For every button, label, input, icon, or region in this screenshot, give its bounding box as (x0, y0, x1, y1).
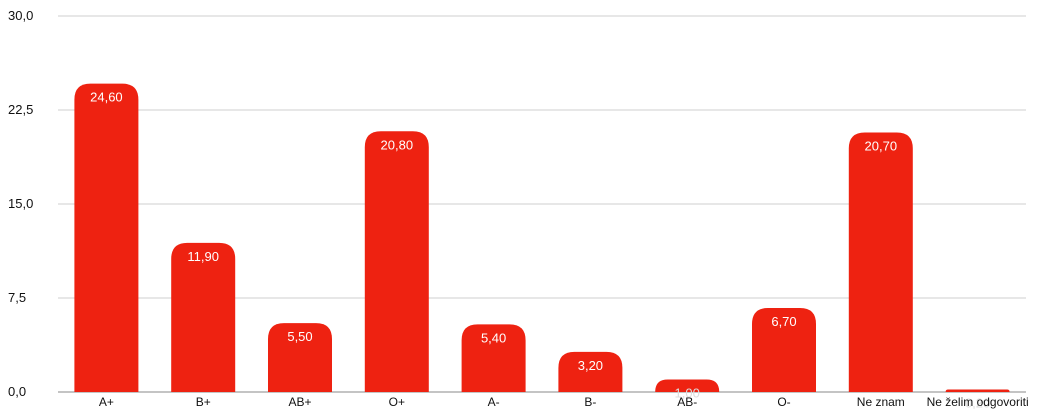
data-label: 20,80 (381, 137, 414, 152)
bar (461, 324, 526, 392)
x-tick-label: AB- (677, 395, 697, 409)
x-tick-label: A- (488, 395, 500, 409)
bar (752, 308, 816, 392)
bar (848, 132, 913, 392)
x-tick-label: A+ (99, 395, 114, 409)
x-tick-label: Ne znam (857, 395, 905, 409)
bar (364, 131, 429, 392)
bar (945, 389, 1010, 392)
data-label: 0,20 (965, 395, 990, 409)
y-tick-label: 22,5 (8, 102, 33, 117)
x-axis: A+ B+ AB+ O+ A- B- AB- O- Ne znam Ne želim odgovo… (99, 395, 1029, 409)
data-label: 20,70 (865, 139, 898, 154)
y-tick-label: 15,0 (8, 196, 33, 211)
bar (655, 379, 720, 392)
bar (171, 242, 236, 392)
x-tick-label: AB+ (288, 395, 311, 409)
x-tick-label: B- (584, 395, 596, 409)
data-label: 3,20 (578, 358, 603, 373)
data-label: 24,60 (90, 90, 123, 105)
bar (558, 351, 623, 392)
x-tick-label: B+ (196, 395, 211, 409)
data-label: 11,90 (187, 249, 219, 264)
bar (74, 83, 139, 393)
x-tick-label: Ne želim odgovoriti (927, 395, 1029, 409)
data-label: 5,40 (481, 330, 506, 345)
bar (268, 323, 332, 392)
data-label: 5,50 (287, 329, 312, 344)
data-label: 6,70 (771, 314, 796, 329)
bars: 24,60 11,90 5,50 20,80 5,40 3,20 1,00 6,70 20,70… (74, 83, 1010, 409)
x-tick-label: O- (777, 395, 790, 409)
data-label: 1,00 (675, 385, 700, 400)
x-tick-label: O+ (389, 395, 405, 409)
y-tick-label: 30,0 (8, 8, 33, 23)
y-tick-label: 0,0 (8, 384, 26, 399)
y-axis: 0,0 7,5 15,0 22,5 30,0 (8, 8, 33, 399)
y-tick-label: 7,5 (8, 290, 26, 305)
